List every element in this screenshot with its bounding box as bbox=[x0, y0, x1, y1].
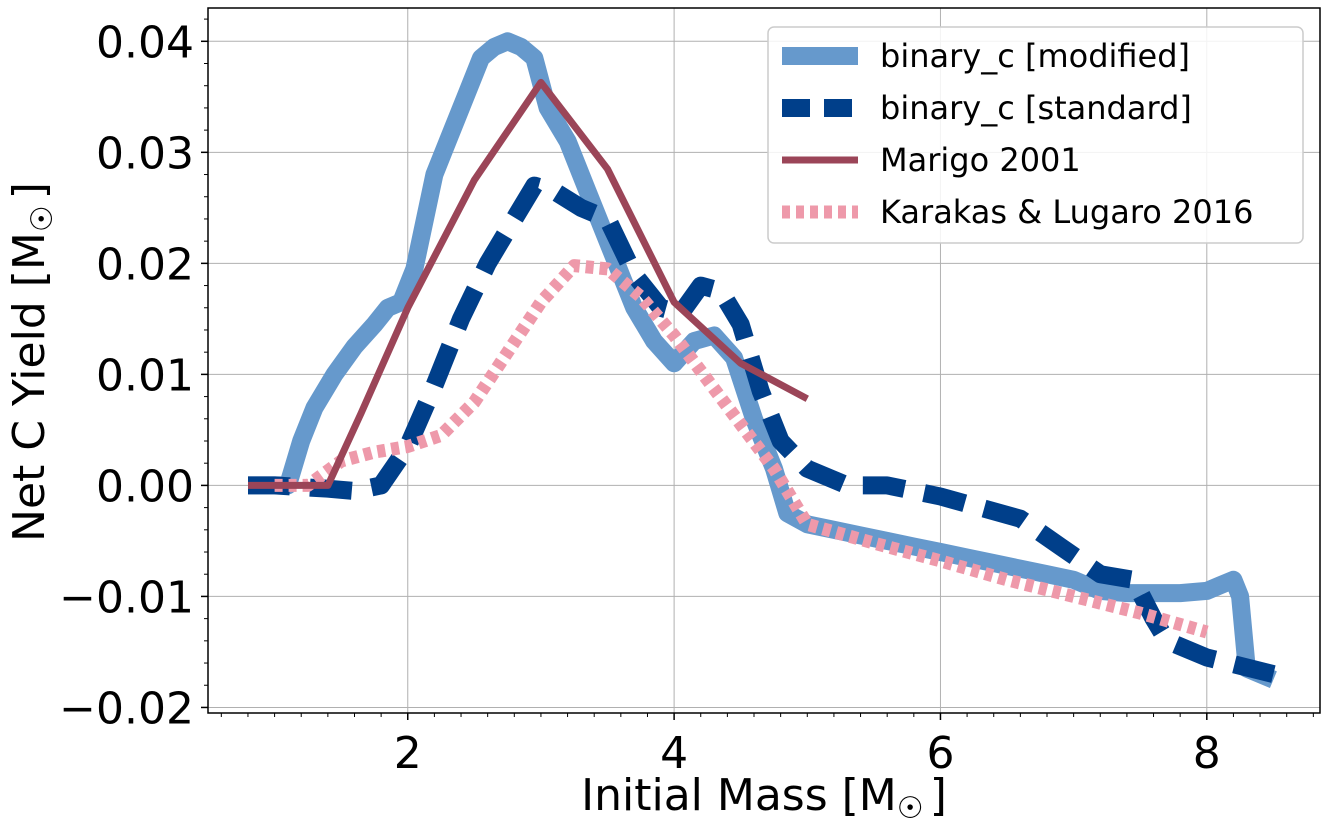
x-axis-title: Initial Mass [M☉] bbox=[581, 770, 947, 826]
y-axis-title-text: Net C Yield [M bbox=[4, 232, 55, 542]
series-lines bbox=[248, 32, 1277, 689]
x-axis-title-text: Initial Mass [M bbox=[581, 770, 897, 821]
plot-frame bbox=[207, 7, 1321, 714]
x-tick-label: 2 bbox=[394, 728, 422, 779]
y-tick-label: 0.04 bbox=[96, 17, 194, 68]
series-line-1 bbox=[248, 176, 1276, 683]
y-tick-label: −0.02 bbox=[59, 683, 194, 734]
series-line-2 bbox=[248, 78, 809, 489]
y-axis-title-end: ] bbox=[4, 182, 55, 199]
x-tick-label: 8 bbox=[1193, 728, 1221, 779]
series-line-3 bbox=[274, 259, 1209, 639]
legend-label-3: Karakas & Lugaro 2016 bbox=[880, 193, 1253, 231]
x-tick-label: 4 bbox=[660, 728, 688, 779]
x-axis-title-subscript: ☉ bbox=[897, 791, 924, 826]
x-axis-title-end: ] bbox=[930, 770, 947, 821]
legend-label-0: binary_c [modified] bbox=[880, 37, 1190, 75]
y-tick-label: −0.01 bbox=[59, 572, 194, 623]
y-axis-title: Net C Yield [M☉] bbox=[4, 182, 60, 542]
series-line-0 bbox=[248, 32, 1277, 689]
y-tick-label: 0.00 bbox=[96, 461, 194, 512]
x-tick-label: 6 bbox=[926, 728, 954, 779]
legend: binary_c [modified] binary_c [standard] Ma… bbox=[767, 26, 1304, 244]
y-tick-label: 0.02 bbox=[96, 239, 194, 290]
legend-box bbox=[767, 26, 1304, 244]
legend-label-1: binary_c [standard] bbox=[880, 89, 1192, 127]
y-axis-title-subscript: ☉ bbox=[25, 205, 60, 232]
legend-label-2: Marigo 2001 bbox=[880, 141, 1081, 179]
y-tick-label: 0.01 bbox=[96, 350, 194, 401]
y-tick-label: 0.03 bbox=[96, 128, 194, 179]
axis-ticks: 2 4 6 8 −0.02 −0.01 0.00 0.01 0.02 0.03 0.04 bbox=[59, 17, 1314, 779]
